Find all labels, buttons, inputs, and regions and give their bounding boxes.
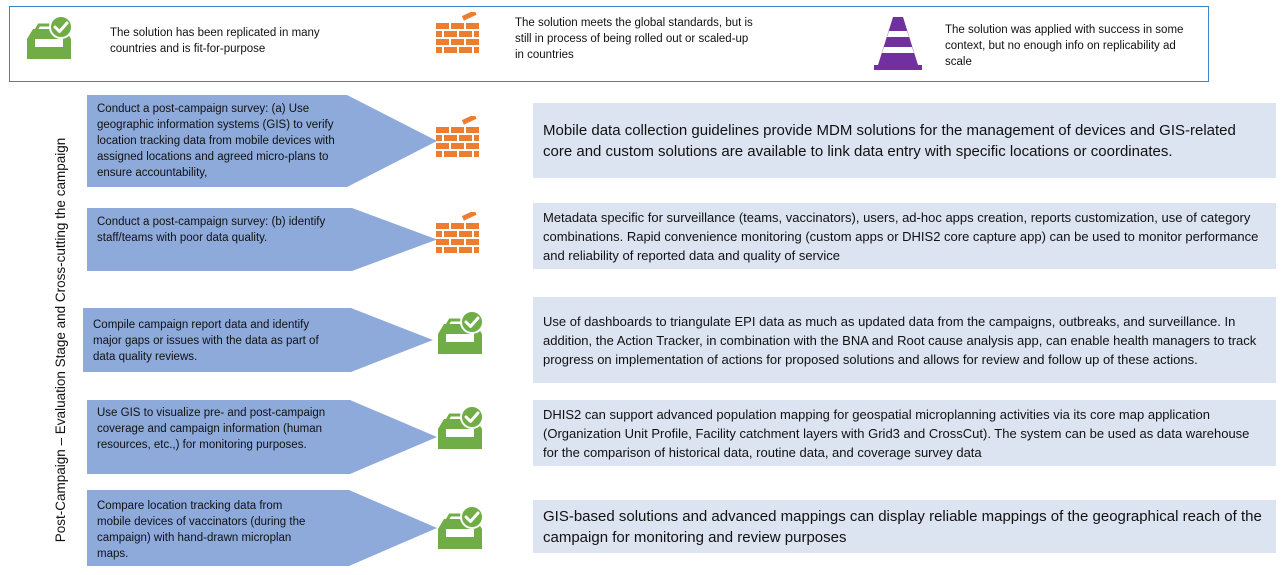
brick-wall-icon	[432, 212, 484, 258]
solution-box-3: Use of dashboards to triangulate EPI dat…	[533, 297, 1276, 383]
activity-text-3: Compile campaign report data and identif…	[93, 319, 319, 363]
solution-text-5: GIS-based solutions and advanced mapping…	[543, 507, 1262, 546]
solution-box-2: Metadata specific for surveillance (team…	[533, 203, 1276, 269]
legend-text-some-context: The solution was applied with success in…	[945, 24, 1184, 68]
legend-item-some-context: The solution was applied with success in…	[830, 7, 1210, 83]
activity-arrow-1: Conduct a post-campaign survey: (a) Use …	[87, 95, 437, 187]
tray-check-icon	[434, 310, 486, 356]
activity-arrow-4: Use GIS to visualize pre- and post-campa…	[87, 400, 437, 474]
legend-box: The solution has been replicated in many…	[9, 6, 1209, 82]
solution-text-4: DHIS2 can support advanced population ma…	[543, 406, 1250, 460]
solution-box-5: GIS-based solutions and advanced mapping…	[533, 500, 1276, 553]
legend-text-rolling-out: The solution meets the global standards,…	[515, 17, 753, 61]
solution-box-4: DHIS2 can support advanced population ma…	[533, 400, 1276, 466]
tray-check-icon	[23, 15, 75, 61]
stage-label: Post-Campaign – Evaluation Stage and Cro…	[53, 137, 68, 543]
brick-wall-icon	[432, 116, 484, 162]
activity-text-1: Conduct a post-campaign survey: (a) Use …	[97, 103, 335, 179]
legend-text-replicated: The solution has been replicated in many…	[110, 27, 320, 55]
solution-text-3: Use of dashboards to triangulate EPI dat…	[543, 313, 1257, 367]
legend-item-replicated: The solution has been replicated in many…	[10, 7, 410, 83]
activity-text-5: Compare location tracking data from mobi…	[97, 500, 306, 560]
solution-box-1: Mobile data collection guidelines provid…	[533, 103, 1276, 178]
solution-text-1: Mobile data collection guidelines provid…	[543, 121, 1236, 160]
activity-arrow-2: Conduct a post-campaign survey: (b) iden…	[87, 208, 437, 271]
legend-item-rolling-out: The solution meets the global standards,…	[410, 7, 830, 83]
activity-arrow-5: Compare location tracking data from mobi…	[87, 490, 437, 566]
tray-check-icon	[434, 405, 486, 451]
activity-text-2: Conduct a post-campaign survey: (b) iden…	[97, 216, 326, 244]
solution-text-2: Metadata specific for surveillance (team…	[543, 209, 1259, 263]
activity-arrow-3: Compile campaign report data and identif…	[83, 308, 433, 372]
tray-check-icon	[434, 505, 486, 551]
traffic-cone-icon	[872, 15, 924, 71]
activity-text-4: Use GIS to visualize pre- and post-campa…	[97, 407, 326, 451]
brick-wall-icon	[432, 12, 484, 58]
